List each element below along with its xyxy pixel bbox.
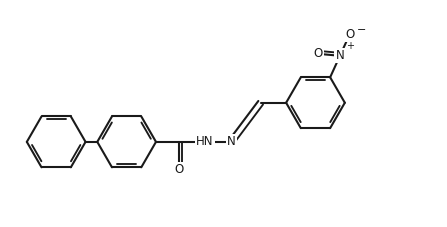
Text: HN: HN — [196, 135, 214, 148]
Text: +: + — [346, 41, 354, 51]
Text: −: − — [357, 25, 366, 35]
Text: O: O — [175, 163, 184, 176]
Text: O: O — [314, 47, 323, 60]
Text: O: O — [345, 28, 354, 41]
Text: N: N — [227, 135, 236, 148]
Text: N: N — [336, 49, 344, 62]
